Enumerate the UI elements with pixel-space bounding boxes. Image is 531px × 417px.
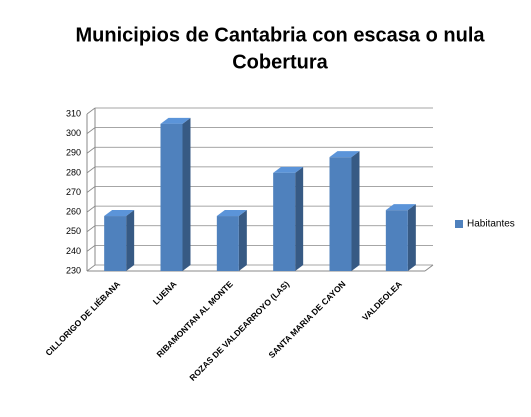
x-tick-label: VALDEOLEA: [360, 279, 404, 323]
bar: [329, 157, 352, 271]
grid-diagonal: [86, 245, 96, 252]
grid-diagonal: [86, 127, 96, 134]
bar-top: [385, 204, 416, 211]
bar-side: [126, 210, 135, 271]
bar-group: [329, 151, 360, 271]
bar-group: [104, 210, 135, 271]
bar-group: [385, 204, 416, 271]
grid-diagonal: [86, 146, 96, 154]
y-tick-label: 240: [66, 246, 81, 256]
y-tick-label: 310: [66, 108, 81, 118]
bar-top: [329, 151, 360, 158]
legend-label: Habitantes: [467, 219, 515, 230]
y-tick-label: 280: [66, 167, 81, 177]
y-tick-label: 230: [66, 265, 81, 275]
bar-side: [407, 204, 416, 271]
grid-diagonal: [86, 225, 96, 233]
bar-side: [295, 166, 304, 271]
bar-top: [216, 210, 247, 217]
bar-group: [273, 166, 304, 271]
bar-top: [273, 166, 304, 173]
bar-side: [351, 151, 360, 271]
grid-diagonal: [86, 107, 96, 115]
bar-side: [182, 117, 191, 271]
floor-edge: [424, 264, 434, 272]
bar: [385, 210, 408, 271]
y-tick-label: 300: [66, 128, 81, 138]
bar-group: [216, 210, 247, 271]
y-tick-label: 250: [66, 226, 81, 236]
x-tick-label: ROZAS DE VALDEARROYO (LAS): [187, 279, 291, 383]
bar: [160, 123, 183, 271]
chart-title: Municipios de Cantabria con escasa o nul…: [76, 24, 486, 46]
grid-diagonal: [86, 264, 96, 272]
bar-side: [238, 210, 247, 271]
legend-swatch: [455, 220, 463, 228]
y-tick-label: 290: [66, 148, 81, 158]
x-tick-label: CILLORIGO DE LIÉBANA: [43, 279, 122, 358]
chart-title: Cobertura: [232, 51, 328, 73]
bar: [216, 216, 239, 271]
bar-top: [104, 210, 135, 217]
grid-diagonal: [86, 205, 96, 213]
bar-group: [160, 117, 191, 271]
grid-diagonal: [86, 186, 96, 193]
bar: [104, 216, 127, 271]
y-tick-label: 260: [66, 207, 81, 217]
y-tick-label: 270: [66, 187, 81, 197]
bar-top: [160, 117, 191, 124]
grid-diagonal: [86, 166, 96, 174]
bar: [273, 172, 296, 271]
x-tick-label: LUENA: [151, 279, 179, 307]
